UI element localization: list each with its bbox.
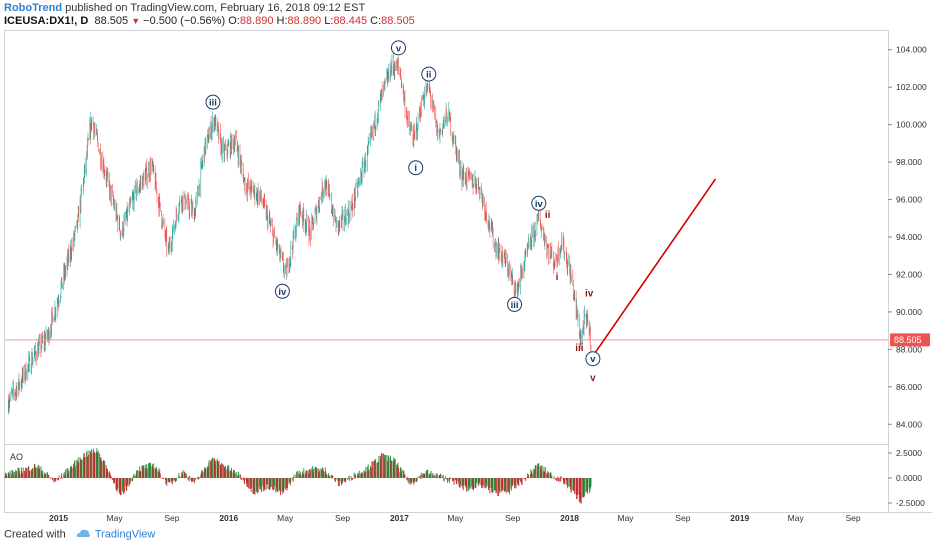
wave-label-circle [585, 351, 601, 367]
wave-label-text: iv [535, 199, 544, 210]
price-axis-label: 104.000 [896, 45, 927, 55]
time-axis-label: 2016 [219, 513, 238, 523]
chart-frame [4, 30, 932, 513]
last-price-tag-bg [890, 333, 930, 347]
wave-label-text: iv [278, 287, 287, 298]
wave-label-text: ii [426, 70, 431, 81]
low-value: 88.445 [333, 15, 368, 27]
published-text: published on TradingView.com, February 1… [65, 2, 366, 14]
wave-label-circle [507, 296, 523, 312]
price-axis-label: 98.000 [896, 157, 922, 167]
price-axis-label: 90.000 [896, 307, 922, 317]
last-price-tag: 88.505 [890, 333, 930, 347]
price-axis-label: 86.000 [896, 382, 922, 392]
time-axis-label: Sep [505, 513, 520, 523]
time-axis-label: May [617, 513, 634, 523]
wave-label-circle [205, 94, 221, 110]
price-change: −0.500 (−0.56%) [143, 15, 226, 27]
time-axis-label: Sep [335, 513, 350, 523]
wave-label-circle [274, 283, 290, 299]
wave-label-text: v [396, 43, 402, 54]
wave-label-text: v [590, 373, 596, 384]
time-axis-label: 2019 [730, 513, 749, 523]
time-axis-label: 2015 [49, 513, 68, 523]
wave-label-text: ii [545, 210, 551, 221]
symbol-label[interactable]: ICEUSA:DX1!, D [4, 15, 89, 27]
created-with-text: Created with [4, 528, 66, 541]
close-label: C: [370, 15, 382, 27]
wave-label-circle [390, 40, 406, 56]
wave-label-text: v [590, 354, 596, 365]
wave-label-text: iv [585, 289, 594, 300]
price-axis-label: 100.000 [896, 120, 927, 130]
time-axis-label: 2018 [560, 513, 579, 523]
publish-info: RoboTrend published on TradingView.com, … [4, 2, 365, 14]
wave-label-text: iii [575, 343, 584, 354]
price-axis-label: 96.000 [896, 195, 922, 205]
open-value: 88.890 [239, 15, 274, 27]
wave-label-circle [408, 160, 424, 176]
projection-line[interactable] [590, 178, 717, 360]
price-axis-label: 88.000 [896, 344, 922, 354]
tradingview-logo-icon [75, 528, 91, 541]
wave-label-text: iii [511, 300, 519, 311]
time-axis[interactable]: 2015 May Sep 2016 May Sep 2017 May Sep 2018 May Sep… [49, 513, 861, 523]
price-axis-label: 94.000 [896, 232, 922, 242]
chart-header: RoboTrend published on TradingView.com, … [4, 0, 904, 30]
indicator-axis: 2.5000 0.0000 -2.5000 [888, 448, 925, 508]
time-axis-label: May [277, 513, 294, 523]
ohlc-legend: ICEUSA:DX1!, D 88.505 ▼ −0.500 (−0.56%) … [4, 15, 415, 27]
wave-label-circle [421, 66, 437, 82]
wave-label-text: iii [209, 98, 217, 109]
wave-label-text: i [556, 272, 559, 283]
time-axis-label: May [447, 513, 464, 523]
time-axis-label: Sep [845, 513, 860, 523]
price-axis-label: 84.000 [896, 419, 922, 429]
close-value: 88.505 [381, 15, 415, 27]
indicator-axis-label: -2.5000 [896, 498, 925, 508]
last-price-tag-text: 88.505 [894, 335, 922, 345]
time-axis-label: May [788, 513, 805, 523]
time-axis-label: 2017 [390, 513, 409, 523]
wave-label-circle [531, 195, 547, 211]
candle-series [7, 53, 592, 415]
author-name[interactable]: RoboTrend [4, 2, 63, 14]
open-label: O: [228, 15, 240, 27]
indicator-axis-label: 2.5000 [896, 448, 922, 458]
ao-histogram [4, 448, 592, 504]
low-label: L: [324, 15, 334, 27]
last-price: 88.505 [94, 15, 129, 27]
price-axis-label: 92.000 [896, 269, 922, 279]
tradingview-brand[interactable]: TradingView [94, 528, 156, 541]
time-axis-label: Sep [164, 513, 179, 523]
wave-label-text: i [414, 163, 417, 174]
time-axis-label: Sep [675, 513, 690, 523]
high-value: 88.890 [287, 15, 322, 27]
time-axis-label: May [107, 513, 124, 523]
price-axis[interactable]: 84.000 86.000 88.000 90.000 92.000 94.000 96.0… [888, 45, 927, 430]
indicator-axis-label: 0.0000 [896, 473, 922, 483]
price-axis-label: 102.000 [896, 82, 927, 92]
footer: Created with TradingView [4, 528, 404, 548]
high-label: H: [276, 15, 288, 27]
indicator-label: AO [10, 452, 23, 462]
down-arrow-icon: ▼ [131, 16, 141, 26]
